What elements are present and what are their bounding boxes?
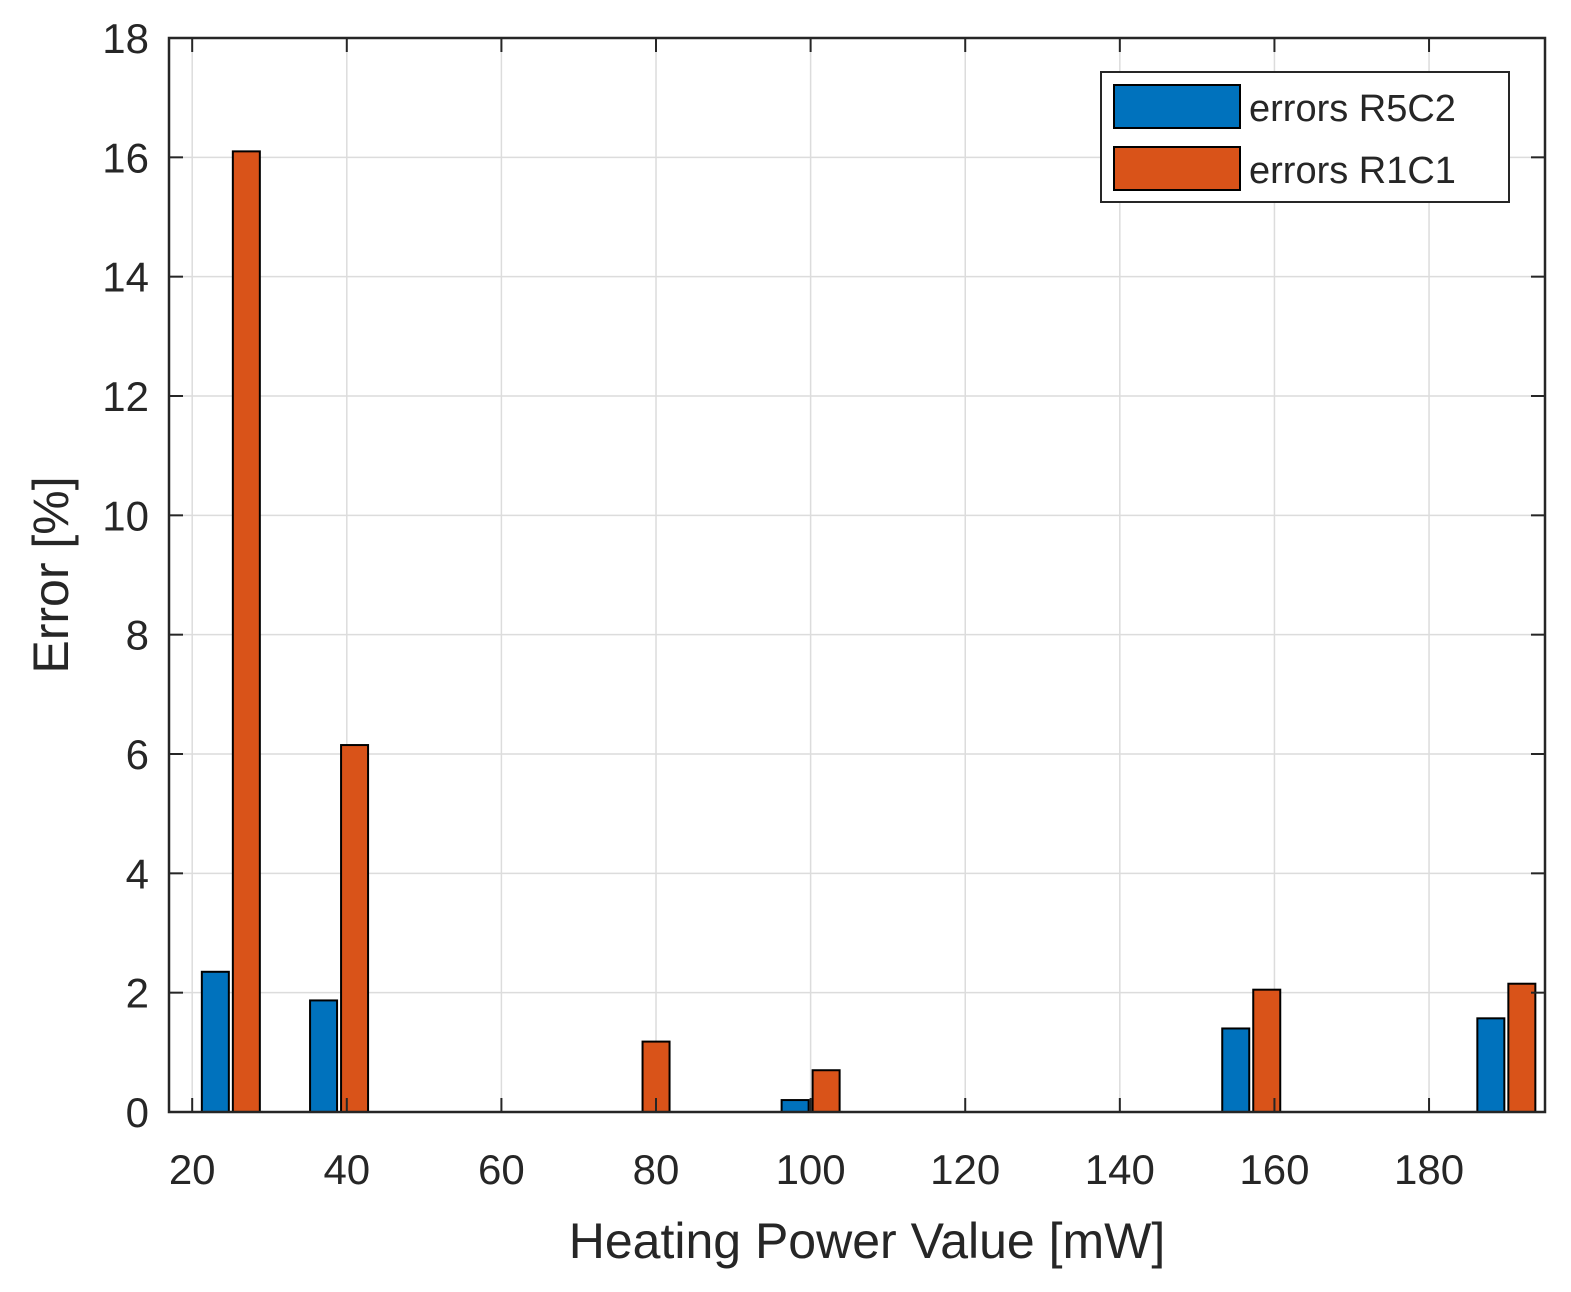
legend-label-r1c1: errors R1C1 <box>1249 150 1456 192</box>
legend-label-r5c2: errors R5C2 <box>1249 88 1456 130</box>
x-tick-label: 40 <box>323 1146 370 1193</box>
bar-errors-r1c1-39 <box>340 744 370 1113</box>
bar-errors-r1c1-190 <box>1507 982 1537 1114</box>
legend-swatch-r5c2 <box>1113 84 1241 129</box>
y-tick-label: 10 <box>102 492 149 539</box>
y-tick-label: 2 <box>126 970 149 1017</box>
x-tick-label: 80 <box>633 1146 680 1193</box>
bar-errors-r1c1-100 <box>811 1069 841 1113</box>
y-tick-label: 12 <box>102 373 149 420</box>
x-tick-label: 140 <box>1085 1146 1155 1193</box>
x-tick-label: 120 <box>930 1146 1000 1193</box>
y-tick-label: 16 <box>102 134 149 181</box>
legend: errors R5C2 errors R1C1 <box>1100 71 1510 203</box>
y-axis-label: Error [%] <box>23 476 79 673</box>
bar-errors-r1c1-25 <box>231 150 261 1114</box>
y-tick-label: 6 <box>126 731 149 778</box>
x-tick-label: 160 <box>1239 1146 1309 1193</box>
x-tick-label: 20 <box>169 1146 216 1193</box>
y-tick-label: 0 <box>126 1089 149 1136</box>
y-tick-label: 4 <box>126 850 149 897</box>
bar-errors-r5c2-190 <box>1476 1017 1506 1113</box>
x-tick-label: 100 <box>776 1146 846 1193</box>
x-axis-label: Heating Power Value [mW] <box>569 1213 1166 1269</box>
x-tick-label: 60 <box>478 1146 525 1193</box>
bar-errors-r5c2-25 <box>200 970 230 1113</box>
axis-ticks: 20 40 60 80 100 120 140 160 180 0 2 4 6 8 10 12 14 16 18 <box>102 15 1545 1193</box>
legend-swatch-r1c1 <box>1113 146 1241 191</box>
y-tick-label: 8 <box>126 612 149 659</box>
y-tick-label: 18 <box>102 15 149 62</box>
bar-errors-r1c1-157 <box>1252 988 1282 1114</box>
x-tick-label: 180 <box>1394 1146 1464 1193</box>
y-tick-label: 14 <box>102 254 149 301</box>
bar-errors-r5c2-39 <box>309 999 339 1114</box>
plot-area-frame <box>167 36 1547 1114</box>
bar-errors-r5c2-100 <box>780 1099 810 1113</box>
bar-errors-r5c2-157 <box>1221 1027 1251 1114</box>
